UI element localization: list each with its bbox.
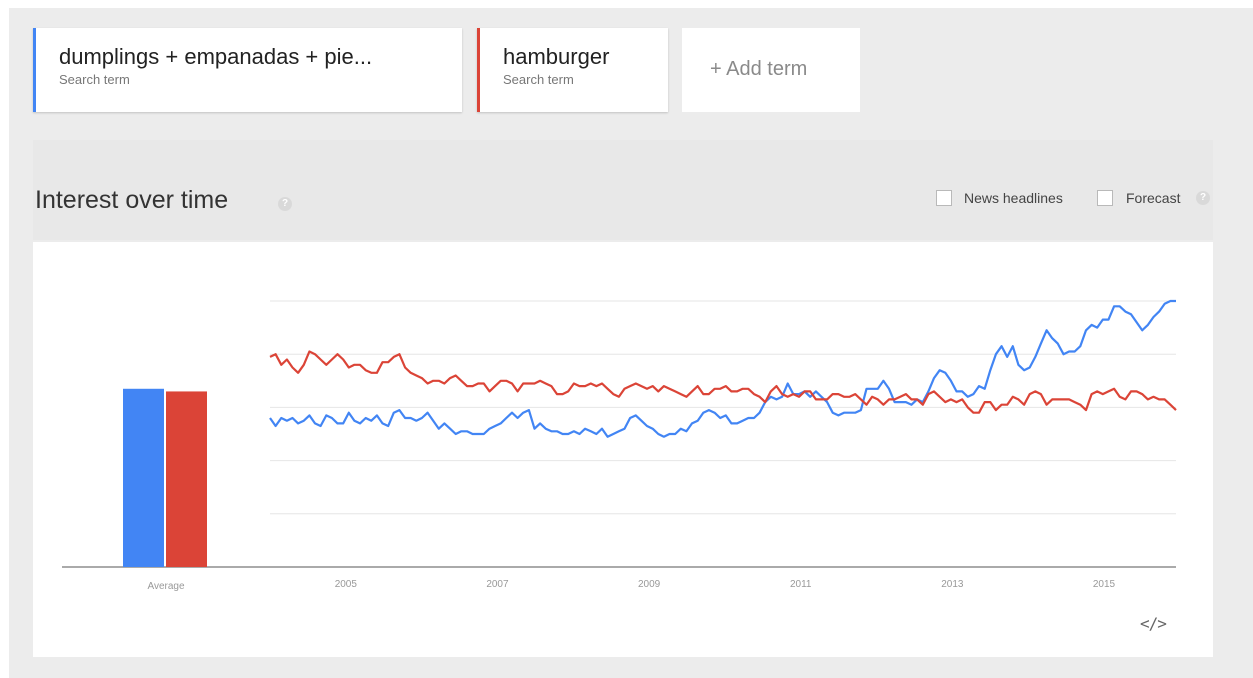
- news-headlines-label[interactable]: News headlines: [964, 190, 1063, 206]
- search-term-card-1[interactable]: dumplings + empanadas + pie... Search te…: [33, 28, 462, 112]
- term-subtitle-2: Search term: [503, 72, 574, 87]
- x-tick-label-2005: 2005: [335, 579, 358, 590]
- x-axis-labels: Average 2005 2007 2009 2011 2013 2015: [147, 579, 1115, 592]
- term-title-2[interactable]: hamburger: [503, 44, 610, 69]
- section-header-bar: [33, 140, 1213, 240]
- series-line-1: [269, 299, 1176, 438]
- x-tick-label-2007: 2007: [486, 579, 509, 590]
- chart-grid: [62, 300, 1176, 568]
- average-bars: [123, 388, 207, 567]
- term-subtitle-1: Search term: [59, 72, 130, 87]
- average-bar-2: [166, 391, 207, 567]
- forecast-help-icon[interactable]: ?: [1196, 191, 1210, 205]
- series-lines: [269, 299, 1177, 438]
- series-line-2: [269, 350, 1177, 414]
- term-title-1[interactable]: dumplings + empanadas + pie...: [59, 44, 373, 69]
- x-tick-label-2009: 2009: [638, 579, 661, 590]
- code-embed-icon[interactable]: </>: [1140, 614, 1167, 633]
- forecast-label[interactable]: Forecast: [1126, 190, 1181, 206]
- x-tick-label-2011: 2011: [790, 579, 812, 590]
- news-headlines-checkbox[interactable]: [936, 190, 952, 206]
- chart-panel: Average 2005 2007 2009 2011 2013 2015: [33, 242, 1213, 657]
- x-label-average: Average: [147, 581, 185, 592]
- add-term-button[interactable]: + Add term: [682, 28, 860, 112]
- term-color-accent-1: [33, 28, 36, 112]
- x-tick-label-2015: 2015: [1093, 579, 1116, 590]
- section-title: Interest over time: [35, 186, 229, 214]
- interest-over-time-chart[interactable]: Average 2005 2007 2009 2011 2013 2015: [33, 242, 1213, 657]
- term-color-accent-2: [477, 28, 480, 112]
- average-bar-1: [123, 388, 164, 567]
- help-icon[interactable]: ?: [278, 197, 292, 211]
- search-term-card-2[interactable]: hamburger Search term: [477, 28, 668, 112]
- forecast-checkbox[interactable]: [1097, 190, 1113, 206]
- x-tick-label-2013: 2013: [941, 579, 964, 590]
